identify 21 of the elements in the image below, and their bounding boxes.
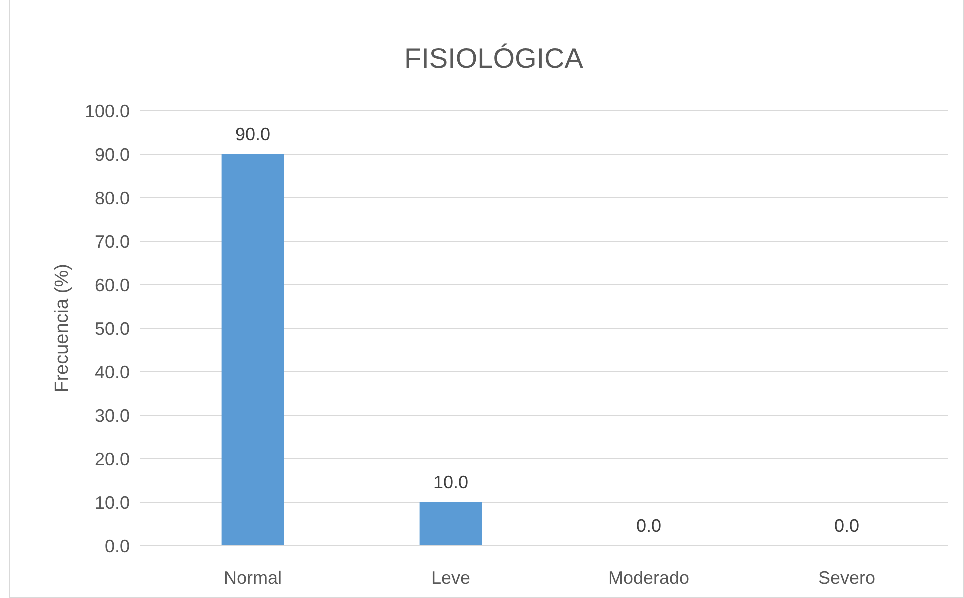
- data-label: 10.0: [433, 472, 469, 492]
- y-tick-label: 50.0: [94, 318, 130, 339]
- y-axis-title: Frecuencia (%): [52, 264, 73, 393]
- x-tick-label: Severo: [818, 568, 876, 588]
- y-tick-label: 20.0: [94, 449, 130, 470]
- y-tick-label: 40.0: [94, 362, 130, 382]
- y-tick-label: 0.0: [104, 536, 130, 556]
- y-tick-label: 30.0: [94, 406, 130, 426]
- chart-title: FISIOLÓGICA: [404, 43, 584, 74]
- y-tick-label: 60.0: [94, 275, 130, 296]
- y-tick-label: 100.0: [84, 101, 130, 122]
- x-tick-label: Leve: [431, 568, 471, 588]
- x-tick-label: Moderado: [608, 568, 690, 588]
- data-label: 0.0: [834, 516, 860, 536]
- x-tick-label: Normal: [224, 568, 282, 588]
- data-label: 90.0: [235, 124, 271, 144]
- y-tick-label: 80.0: [94, 188, 130, 208]
- data-label: 0.0: [636, 516, 662, 536]
- y-tick-label: 90.0: [94, 144, 130, 165]
- y-tick-label: 10.0: [94, 492, 130, 513]
- y-tick-label: 70.0: [94, 232, 130, 252]
